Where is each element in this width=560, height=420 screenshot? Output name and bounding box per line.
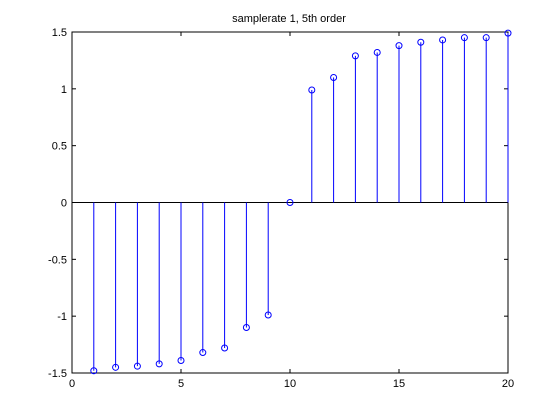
y-tick-label: -1 bbox=[57, 311, 67, 323]
stem-marker bbox=[482, 34, 490, 42]
y-tick-label: 1.5 bbox=[52, 27, 67, 39]
y-tick-label: 0 bbox=[61, 198, 67, 210]
x-tick-label: 0 bbox=[69, 378, 75, 390]
stem-marker bbox=[242, 324, 250, 332]
plot-area: 0 5 10 15 20 -1.5 -1 -0.5 0 0.5 1 1.5 bbox=[48, 27, 514, 390]
stem-marker bbox=[504, 29, 512, 37]
stem-marker bbox=[155, 360, 163, 368]
stem-marker bbox=[264, 311, 272, 319]
stem-marker bbox=[330, 73, 338, 81]
y-tick-label: -0.5 bbox=[48, 254, 67, 266]
stem-marker bbox=[417, 38, 425, 46]
y-tick-label: 0.5 bbox=[52, 141, 67, 153]
stem-marker bbox=[286, 199, 294, 206]
stem-marker bbox=[395, 42, 403, 50]
y-tick-label: -1.5 bbox=[48, 368, 67, 380]
chart-title: samplerate 1, 5th order bbox=[232, 13, 346, 25]
stem-marker bbox=[221, 344, 229, 352]
stem-marker bbox=[351, 52, 359, 60]
x-tick-label: 20 bbox=[502, 378, 514, 390]
stem-marker bbox=[373, 48, 381, 56]
stem-marker bbox=[112, 363, 120, 371]
stem-marker bbox=[308, 86, 316, 94]
stem-marker bbox=[439, 36, 447, 44]
stem-marker bbox=[177, 356, 185, 364]
stem-marker bbox=[133, 362, 141, 370]
x-tick-label: 15 bbox=[393, 378, 405, 390]
stem-marker bbox=[460, 34, 468, 42]
y-tick-label: 1 bbox=[61, 84, 67, 96]
x-tick-label: 10 bbox=[284, 378, 296, 390]
x-tick-label: 5 bbox=[178, 378, 184, 390]
stem-marker bbox=[199, 349, 207, 357]
stem-marker bbox=[90, 367, 98, 375]
